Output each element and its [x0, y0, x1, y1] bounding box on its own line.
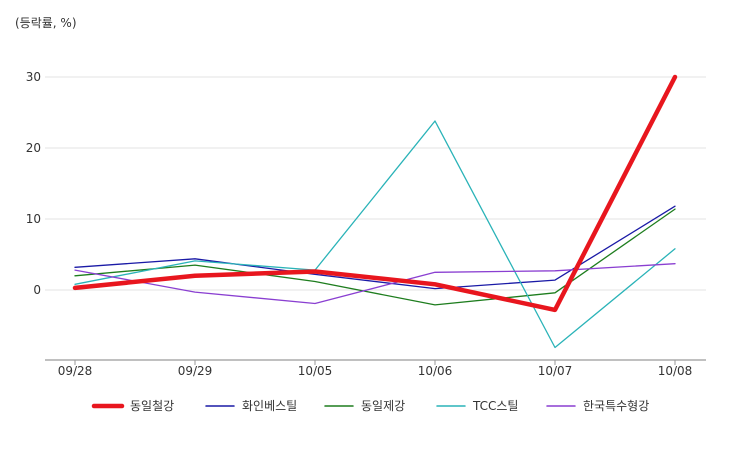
legend-label-3: TCC스틸: [472, 399, 518, 413]
series-line-4: [74, 263, 676, 305]
y-unit-label: (등락률, %): [15, 16, 77, 30]
x-tick-label: 10/07: [538, 364, 573, 378]
x-tick-label: 10/05: [298, 364, 333, 378]
legend: 동일철강 화인베스틸 동일제강 TCC스틸 한국특수형강: [91, 399, 649, 413]
legend-label-2: 동일제강: [361, 399, 405, 413]
y-tick-label: 10: [26, 212, 41, 226]
legend-label-1: 화인베스틸: [242, 399, 297, 413]
y-tick-label: 30: [26, 70, 41, 84]
gridlines: 0 10 20 30: [26, 70, 706, 297]
series-lines: [72, 74, 678, 349]
y-tick-label: 0: [33, 283, 41, 297]
legend-label-4: 한국특수형강: [583, 399, 649, 413]
x-axis: 09/28 09/29 10/05 10/06 10/07 10/08: [45, 359, 706, 378]
y-tick-label: 20: [26, 141, 41, 155]
series-line-0: [72, 74, 678, 313]
legend-label-0: 동일철강: [130, 399, 174, 413]
x-tick-label: 10/06: [418, 364, 453, 378]
x-tick-label: 10/08: [658, 364, 693, 378]
series-line-2: [74, 208, 676, 306]
x-tick-label: 09/29: [178, 364, 213, 378]
series-line-3: [74, 120, 676, 349]
x-tick-label: 09/28: [58, 364, 93, 378]
